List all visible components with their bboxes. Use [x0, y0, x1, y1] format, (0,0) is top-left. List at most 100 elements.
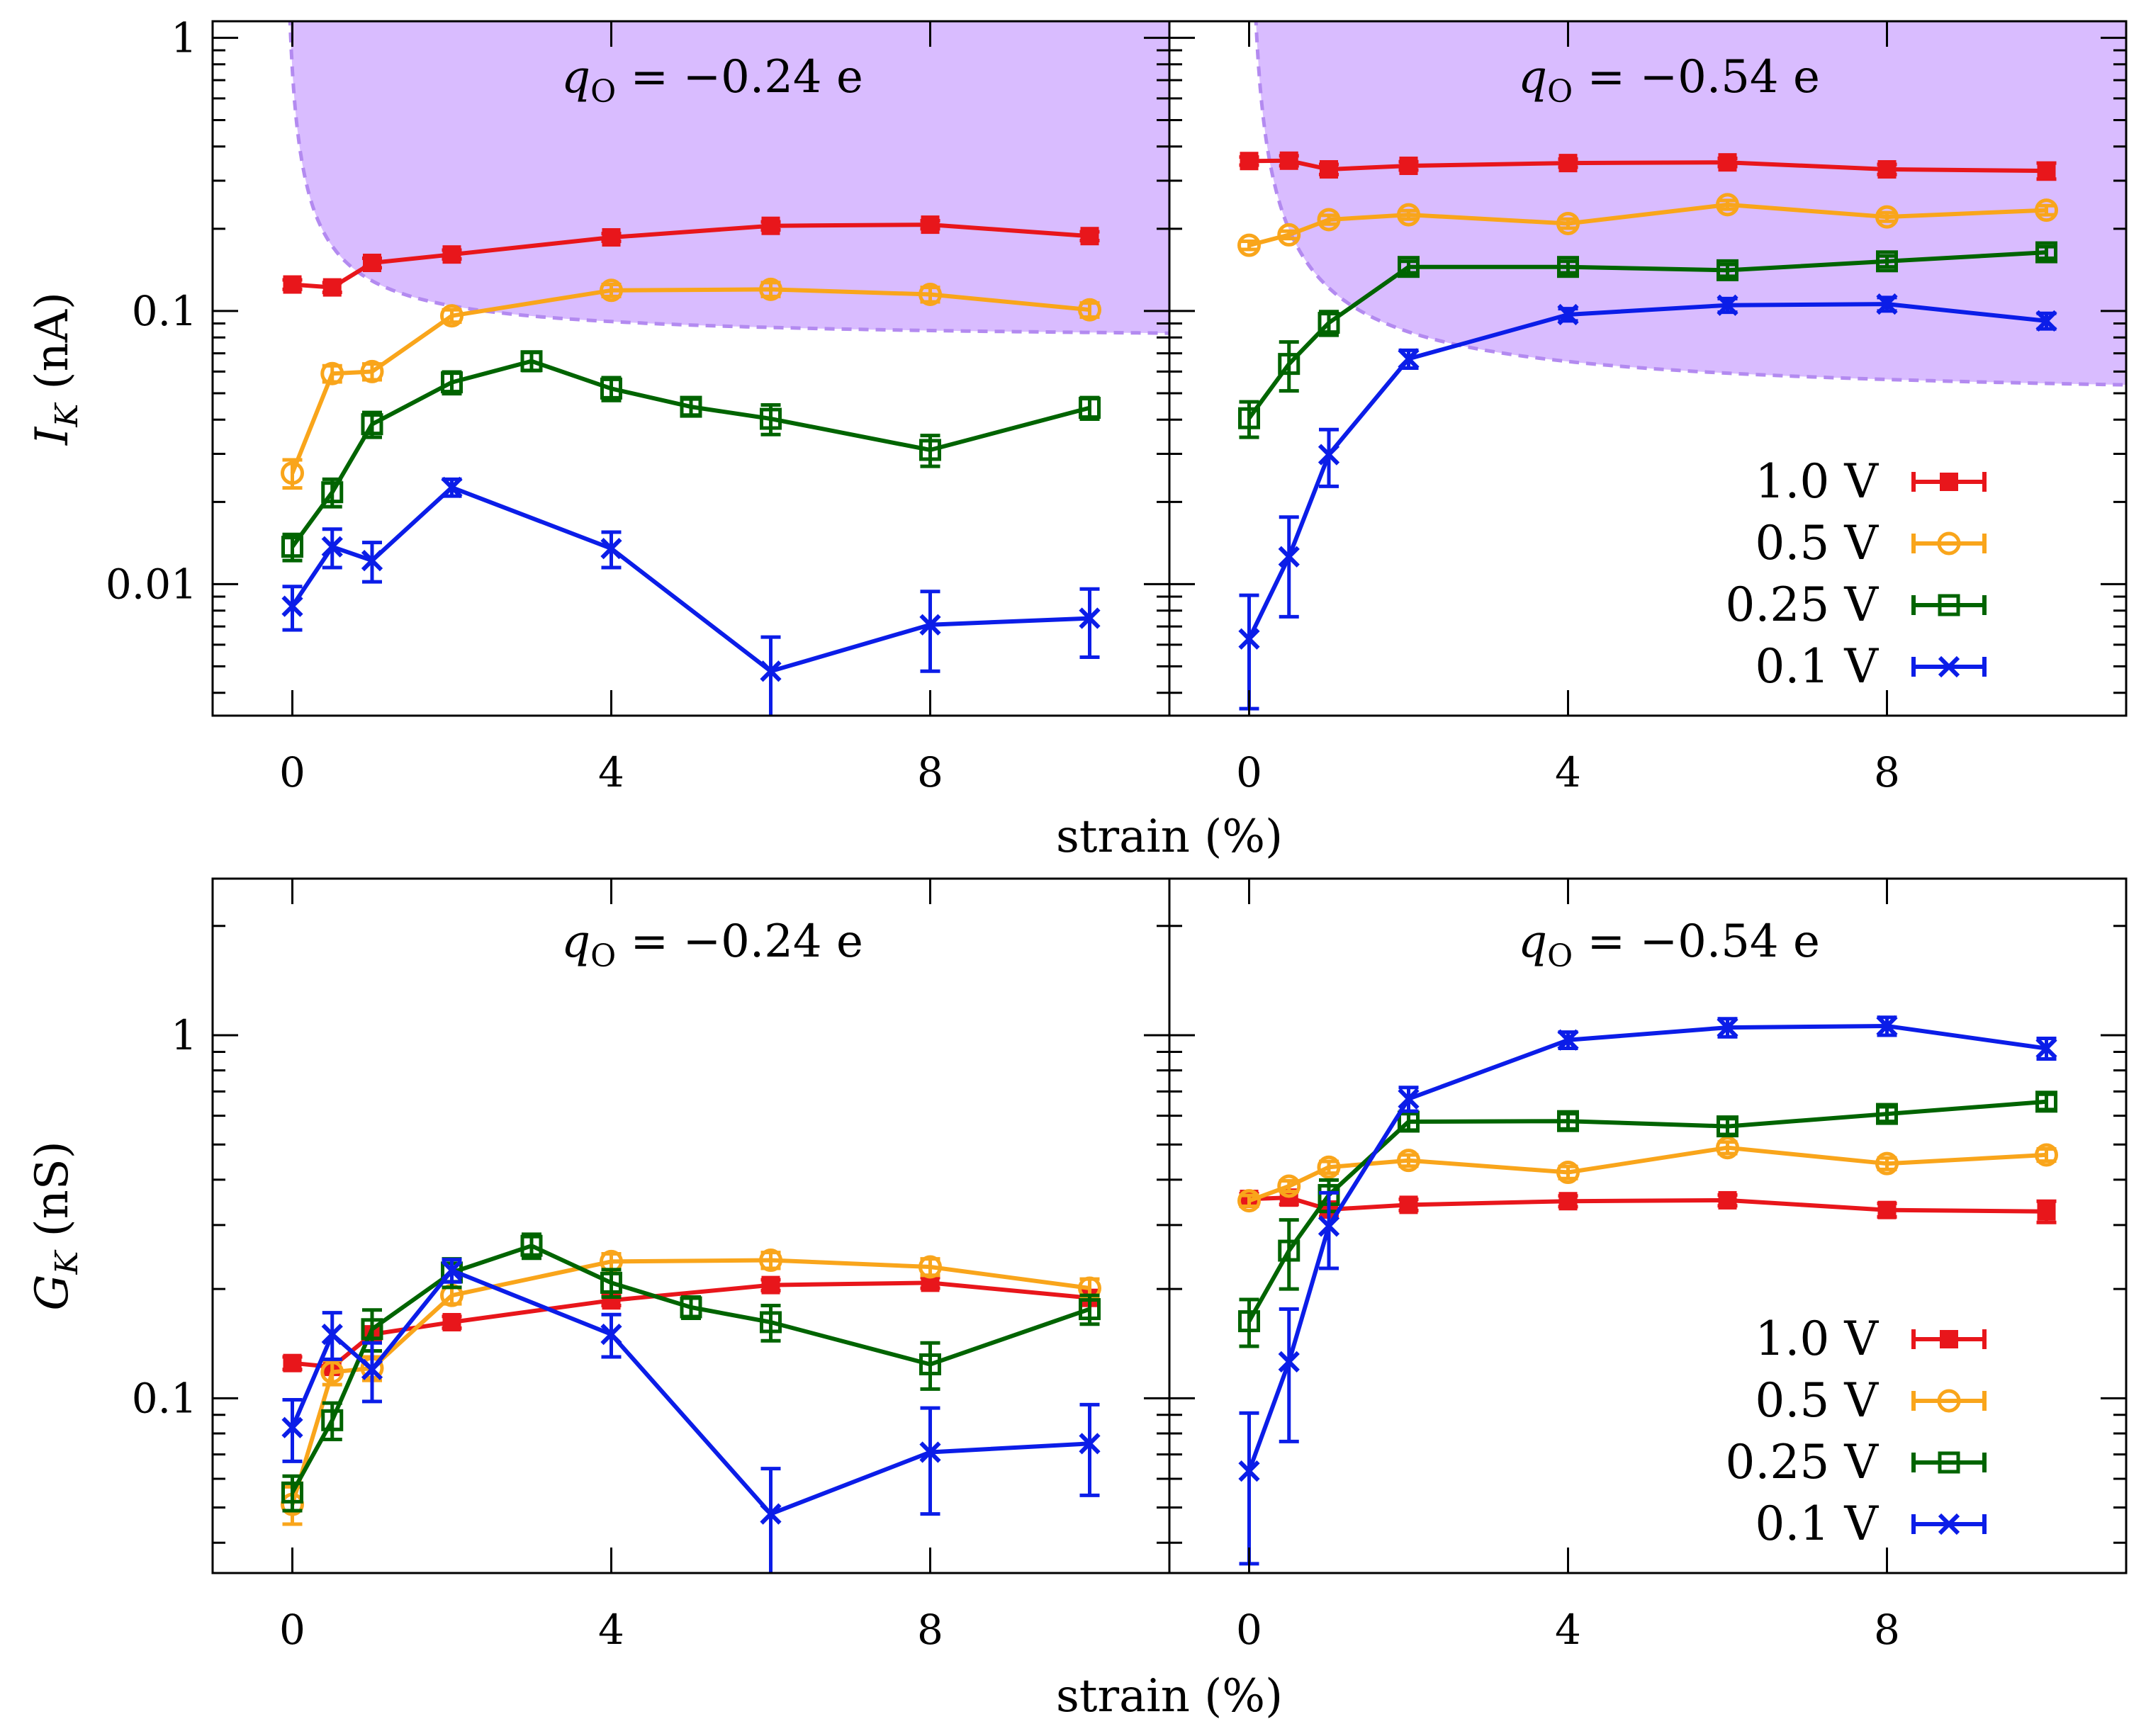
bottom-left-data-point-01v — [441, 1259, 463, 1282]
top-left-ylabel-sub: K — [49, 402, 85, 428]
top-left-xtick-label: 0 — [279, 748, 305, 796]
top-left-data-point-05v — [600, 278, 623, 303]
top-right-xtick-label: 4 — [1555, 748, 1581, 796]
top-right-data-point-10v — [1399, 157, 1418, 176]
bottom-left-data-point-10v — [761, 1275, 780, 1295]
bottom-left-errorbar-01v — [920, 1406, 940, 1516]
legend-marker-01v — [1938, 1513, 1960, 1535]
bottom-left-row-x-axis-label: strain (%) — [1056, 1670, 1283, 1723]
top-right-errorbar-025v — [1717, 262, 1738, 278]
top-right-data-point-01v — [1557, 303, 1579, 326]
bottom-right-data-point-01v — [1876, 1015, 1898, 1037]
top-left-data-point-01v — [441, 476, 463, 499]
bottom-left-data-point-025v — [1079, 1298, 1101, 1321]
bottom-right-data-point-025v — [2035, 1090, 2057, 1113]
bottom-left-ylabel-unit: (nS) — [26, 1141, 79, 1251]
bottom-left-xtick-label: 8 — [917, 1606, 943, 1654]
top-left-data-point-05v — [281, 461, 304, 485]
top-left-data-point-025v — [441, 371, 463, 394]
top-right-data-point-01v — [1278, 546, 1300, 568]
legend-label-05v: 0.5 V — [1755, 516, 1879, 570]
bottom-left-data-point-025v — [520, 1234, 543, 1257]
legend-line-05v — [1911, 534, 1987, 553]
top-left-title-variable: q — [561, 51, 590, 103]
bottom-right-series-line-10v — [1249, 1195, 2047, 1214]
bottom-left-data-point-01v — [919, 1441, 941, 1463]
top-right-data-point-10v — [1558, 154, 1578, 173]
top-right-data-point-025v — [1876, 250, 1898, 273]
bottom-left-data-point-01v — [281, 1416, 303, 1438]
bottom-left-data-point-01v — [321, 1323, 343, 1346]
bottom-right-data-point-05v — [1277, 1174, 1301, 1198]
top-right-shaded-region — [1256, 21, 2126, 385]
top-right-data-point-05v — [1716, 193, 1739, 217]
bottom-right-series-group — [1237, 1015, 2058, 1566]
bottom-left-ylabel-sub: K — [49, 1250, 85, 1275]
legend-marker-01v — [1938, 655, 1960, 678]
legend-line-05v — [1911, 1391, 1987, 1411]
bottom-left-plot-frame — [211, 877, 1171, 1574]
bottom-right-data-point-01v — [2035, 1037, 2057, 1059]
legend-label-05v: 0.5 V — [1755, 1373, 1879, 1428]
bottom-right-data-point-025v — [1717, 1115, 1738, 1138]
legend-label-01v: 0.1 V — [1755, 639, 1879, 694]
top-right-errorbar-05v — [1877, 210, 1897, 223]
bottom-right-data-point-025v — [1278, 1239, 1300, 1262]
bottom-left-data-point-025v — [600, 1271, 622, 1294]
top-right-panel-title: qO = −0.54 e — [1518, 51, 1820, 110]
bottom-left-data-point-05v — [759, 1249, 782, 1273]
top-right-data-point-025v — [1238, 407, 1260, 429]
legend-label-10v: 1.0 V — [1755, 454, 1879, 509]
top-right-title-subscript: O — [1547, 74, 1573, 110]
bottom-left-data-point-01v — [760, 1503, 782, 1525]
bottom-right-data-point-01v — [1717, 1017, 1738, 1039]
top-right-errorbar-025v — [1558, 259, 1578, 275]
top-left-data-point-10v — [921, 215, 940, 235]
top-left-data-point-01v — [760, 660, 782, 682]
bottom-left-errorbar-01v — [760, 1467, 781, 1573]
legend-marker-025v — [1938, 1451, 1960, 1474]
top-left-errorbar-01v — [760, 635, 781, 716]
top-left-data-point-01v — [1079, 607, 1101, 629]
top-left-y-axis-label: IK (nA) — [26, 292, 85, 446]
bottom-right-data-point-05v — [1875, 1151, 1899, 1176]
top-left-data-point-025v — [600, 377, 622, 400]
bottom-right-data-point-05v — [1237, 1189, 1261, 1213]
top-left-xtick-label: 4 — [598, 748, 624, 796]
bottom-left-data-point-025v — [281, 1481, 303, 1504]
bottom-left-series-line-05v — [290, 1258, 1090, 1505]
top-left-data-point-10v — [442, 245, 461, 264]
bottom-left-errorbar-01v — [1079, 1402, 1100, 1497]
bottom-right-data-point-05v — [1556, 1161, 1580, 1185]
top-right-errorbar-025v — [1398, 259, 1419, 275]
top-left-ytick-label: 0.01 — [106, 560, 197, 608]
top-right-series-line-025v — [1247, 250, 2047, 419]
legend-marker-05v — [1937, 1389, 1961, 1413]
top-right-data-point-025v — [1398, 256, 1420, 278]
bottom-right-legend: 1.0 V 0.5 V 0.25 V 0.1 V — [1725, 1312, 1987, 1551]
top-left-data-point-025v — [520, 350, 543, 373]
bottom-right-data-point-01v — [1318, 1215, 1340, 1237]
top-left-data-point-025v — [919, 439, 941, 461]
bottom-left-ytick-label: 0.1 — [132, 1374, 197, 1422]
bottom-right-data-point-025v — [1557, 1110, 1579, 1132]
top-right-data-point-025v — [1318, 312, 1340, 334]
bottom-left-labels: 0.1 1 0 4 8 qO = −0.24 e GK (nS) — [26, 915, 943, 1654]
top-right-labels: 0 4 8 qO = −0.54 e — [1236, 51, 1900, 796]
top-left-series-line-025v — [291, 359, 1091, 548]
top-left-data-point-025v — [680, 395, 702, 418]
bottom-right-data-point-10v — [1718, 1190, 1737, 1210]
bottom-left-errorbar-025v — [920, 1341, 940, 1391]
bottom-left-data-point-05v — [320, 1360, 344, 1384]
bottom-right-errorbar-05v — [1279, 1179, 1299, 1194]
top-right-data-point-05v — [1237, 233, 1261, 257]
bottom-left-axes — [211, 877, 1171, 1574]
top-right-errorbar-05v — [1558, 217, 1578, 230]
bottom-right-data-point-10v — [1877, 1200, 1897, 1219]
top-left-xtick-label: 8 — [917, 748, 943, 796]
top-right-errorbar-01v — [1279, 515, 1299, 619]
top-left-title-value: = −0.24 e — [616, 51, 863, 103]
top-right-data-point-01v — [1238, 628, 1260, 650]
top-left-data-point-10v — [283, 275, 302, 294]
top-right-data-point-025v — [1278, 353, 1300, 376]
